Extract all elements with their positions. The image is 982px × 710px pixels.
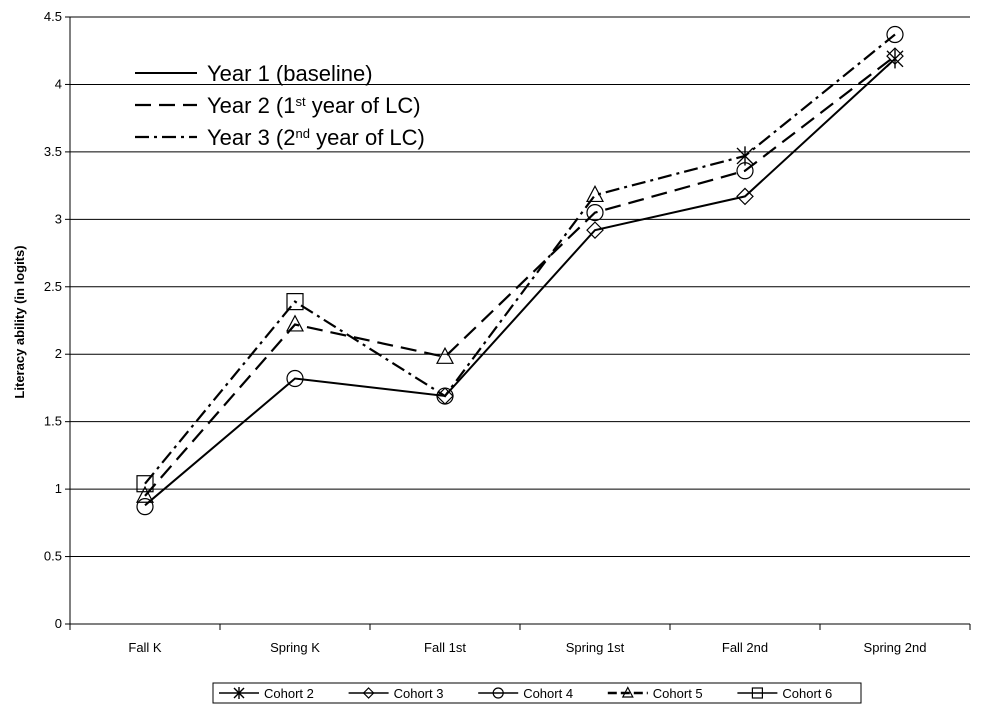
cohort-legend-box — [212, 682, 862, 704]
y-tick-label: 4 — [55, 76, 62, 91]
y-tick-label: 3.5 — [44, 144, 62, 159]
axes — [69, 17, 971, 630]
cohort-legend-marker — [362, 687, 375, 699]
y-tick-label: 1 — [55, 481, 62, 496]
y-tick-label: 1.5 — [44, 414, 62, 429]
x-tick-label: Fall K — [128, 640, 162, 655]
cohort-legend-label: Cohort 3 — [394, 686, 444, 701]
marker-cohort-4 — [136, 498, 154, 516]
legend-text-part: year of LC) — [306, 93, 421, 118]
legend-superscript: nd — [295, 126, 309, 141]
cohort-legend-label: Cohort 4 — [523, 686, 573, 701]
y-tick-label: 2 — [55, 346, 62, 361]
marker-cohort-4 — [886, 25, 904, 44]
x-tick-label: Fall 1st — [424, 640, 466, 655]
cohort-legend-label: Cohort 2 — [264, 686, 314, 701]
legend-label: Year 1 (baseline) — [207, 61, 373, 86]
legend-text-part: Year 2 (1 — [207, 93, 295, 118]
legend-superscript: st — [295, 94, 306, 109]
marker-cohort-3 — [886, 47, 904, 65]
series-markers — [136, 25, 904, 516]
cohort-legend-marker — [492, 687, 504, 699]
marker-cohort-6 — [286, 293, 304, 311]
marker-cohort-4 — [436, 387, 454, 405]
marker-cohort-4 — [586, 203, 604, 222]
marker-cohort-5 — [136, 485, 154, 503]
marker-cohort-5 — [436, 346, 454, 364]
y-axis-label: Literacy ability (in logits) — [12, 245, 27, 398]
legend-text-part: Year 3 (2 — [207, 125, 295, 150]
series-lines — [144, 33, 896, 507]
x-tick-label: Spring K — [270, 640, 320, 655]
legend-label: Year 2 (1st year of LC) — [207, 93, 421, 118]
marker-cohort-5 — [286, 314, 304, 332]
marker-cohort-4 — [736, 162, 754, 180]
marker-cohort-3 — [586, 221, 604, 239]
y-tick-label: 2.5 — [44, 279, 62, 294]
x-tick-labels: Fall K Spring K Fall 1st Spring 1st Fall 2nd… — [128, 640, 926, 655]
grid-lines — [65, 16, 970, 625]
x-tick-label: Fall 2nd — [722, 640, 768, 655]
series-line-dashdot — [144, 33, 896, 485]
legend-label: Year 3 (2nd year of LC) — [207, 125, 425, 150]
x-tick-label: Spring 2nd — [864, 640, 927, 655]
legend-text-part: year of LC) — [310, 125, 425, 150]
cohort-legend-label: Cohort 6 — [782, 686, 832, 701]
y-tick-label: 0.5 — [44, 549, 62, 564]
marker-cohort-5 — [586, 184, 604, 203]
y-tick-label: 0 — [55, 616, 62, 631]
marker-cohort-3 — [736, 187, 754, 206]
cohort-marker-legend: Cohort 2 Cohort 3 Cohort 4 Cohort 5 Cohort 6 — [212, 682, 862, 704]
y-tick-label: 3 — [55, 211, 62, 226]
y-tick-label: 4.5 — [44, 9, 62, 24]
legend-text-part: Year 1 (baseline) — [207, 61, 373, 86]
series-line-solid — [144, 58, 896, 507]
cohort-legend-marker — [233, 687, 245, 699]
cohort-legend-marker — [621, 686, 634, 698]
series-line-dashed — [144, 55, 896, 497]
x-tick-label: Spring 1st — [566, 640, 625, 655]
cohort-legend-marker — [751, 687, 764, 699]
line-style-legend: Year 1 (baseline) Year 2 (1st year of LC)… — [135, 61, 425, 150]
marker-cohort-4 — [286, 369, 304, 388]
cohort-legend-label: Cohort 5 — [653, 686, 703, 701]
marker-cohort-6 — [136, 475, 154, 493]
y-tick-labels: 0 0.5 1 1.5 2 2.5 3 3.5 4 4.5 — [44, 9, 62, 631]
